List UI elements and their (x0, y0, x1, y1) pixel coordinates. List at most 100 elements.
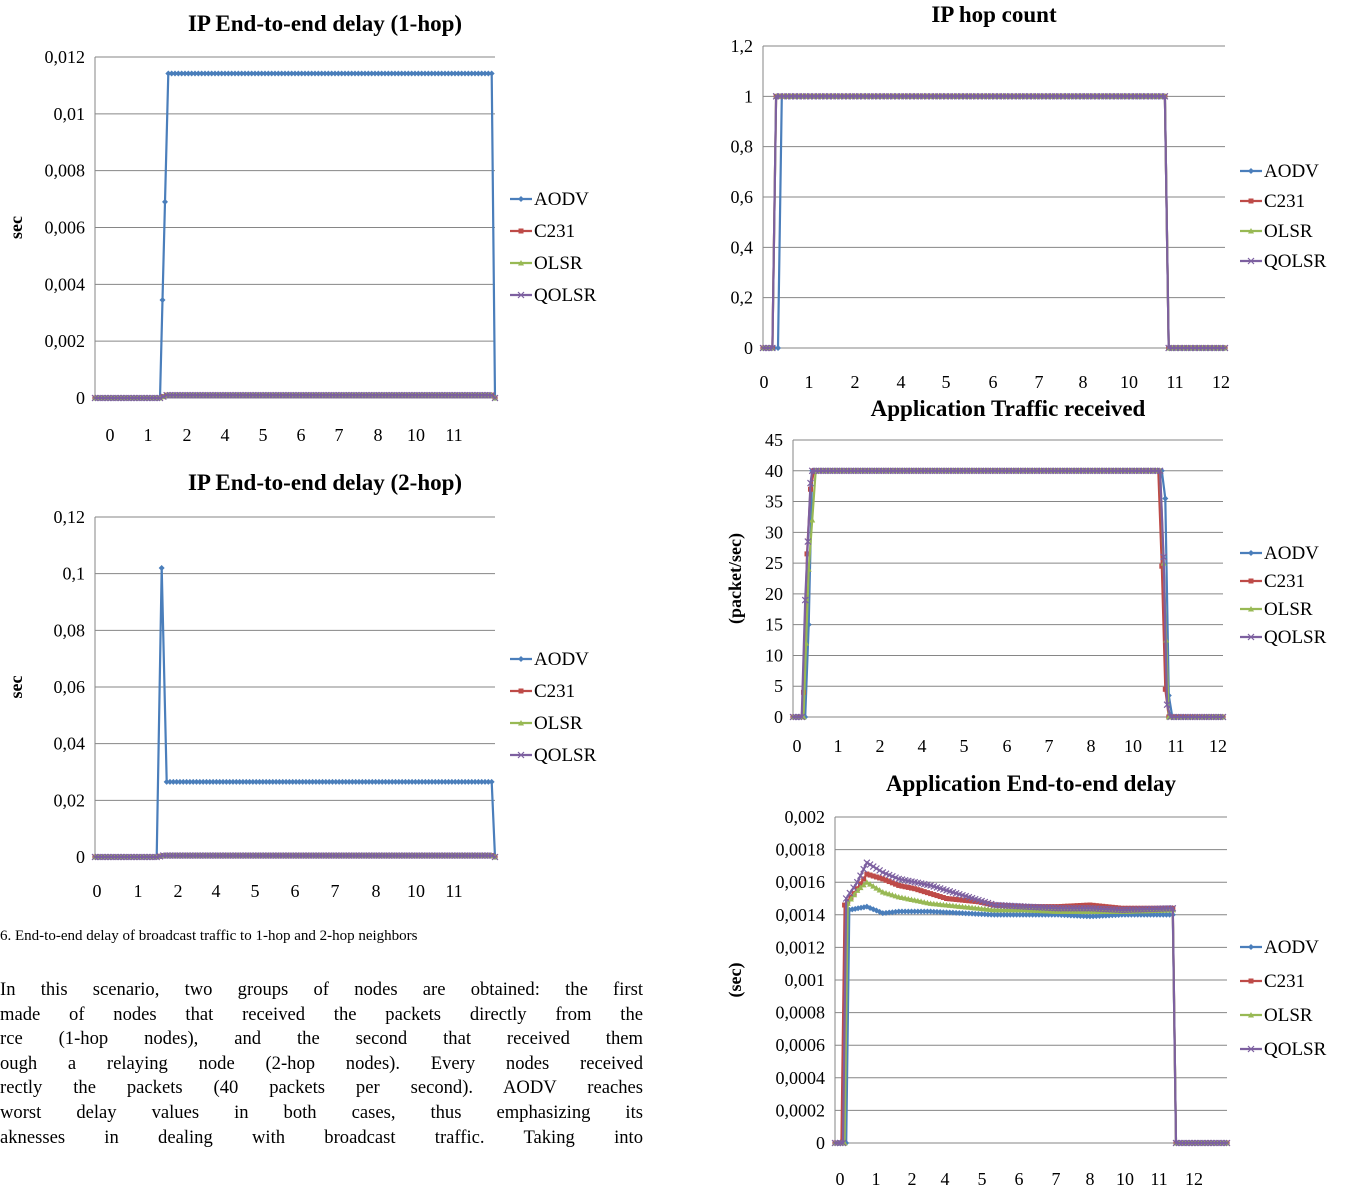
data-point (315, 70, 322, 77)
data-point (208, 70, 215, 77)
data-point (306, 778, 313, 785)
data-point (418, 70, 425, 77)
data-point (309, 778, 316, 785)
data-point (924, 908, 931, 915)
data-point (1049, 904, 1055, 910)
data-point (876, 867, 884, 874)
y-tick-label: 30 (765, 522, 783, 542)
data-point (292, 70, 298, 77)
data-point (1112, 905, 1118, 911)
data-point (1153, 911, 1160, 918)
data-point (415, 70, 422, 77)
data-point (346, 778, 353, 785)
data-point (994, 911, 1001, 918)
data-point (268, 70, 275, 77)
data-point (465, 70, 472, 77)
data-point (339, 778, 346, 785)
data-point (319, 778, 326, 785)
data-point (222, 70, 228, 77)
data-point (896, 882, 902, 888)
data-point (372, 778, 379, 785)
data-point (405, 778, 412, 785)
data-point (385, 70, 392, 77)
y-tick-label: 45 (765, 430, 783, 450)
data-point (242, 70, 248, 77)
x-tick-label: 1 (134, 881, 143, 901)
body-paragraph: In this scenario, two groups of nodes ar… (0, 978, 643, 1150)
legend-label: OLSR (1264, 599, 1313, 620)
chart-2: IP End-to-end delay (2-hop) 0,12 0,1 0,08 0,… (6, 470, 597, 901)
data-point (1248, 978, 1254, 984)
data-point (1000, 911, 1007, 918)
data-point (468, 778, 475, 785)
x-tick-label: 0 (793, 736, 802, 756)
data-point (518, 720, 524, 726)
body-line: ough a relaying node (2-hop nodes). Ever… (0, 1052, 643, 1074)
y-axis-label: (sec) (725, 963, 746, 998)
x-tick-label: 2 (174, 881, 183, 901)
data-point (991, 911, 998, 918)
data-point (472, 778, 479, 785)
data-point (442, 70, 448, 77)
legend-label: OLSR (534, 253, 583, 274)
data-point (1010, 911, 1017, 918)
data-point (162, 198, 168, 205)
y-tick-label: 0,01 (54, 104, 86, 124)
data-point (1156, 467, 1164, 475)
x-tick-label: 10 (1116, 1169, 1134, 1189)
x-tick-label: 11 (1167, 736, 1184, 756)
data-point (877, 875, 883, 881)
data-point (408, 70, 415, 77)
data-point (914, 908, 921, 915)
data-point (1248, 550, 1254, 556)
x-tick-label: 10 (407, 425, 425, 445)
x-tick-label: 0 (760, 372, 769, 392)
data-point (158, 565, 165, 571)
data-point (937, 909, 944, 916)
data-point (1109, 904, 1115, 910)
y-tick-label: 0,12 (54, 507, 86, 527)
data-point (448, 70, 455, 77)
data-point (172, 70, 178, 77)
data-point (518, 656, 524, 662)
data-point (352, 778, 359, 785)
y-tick-label: 0,02 (54, 790, 86, 810)
data-point (949, 909, 956, 916)
x-tick-label: 2 (183, 425, 192, 445)
data-point (232, 70, 238, 77)
x-tick-label: 4 (212, 881, 221, 901)
data-point (382, 70, 388, 77)
data-point (278, 70, 285, 77)
x-tick-label: 0 (106, 425, 115, 445)
data-point (279, 778, 286, 785)
data-point (1020, 911, 1027, 918)
data-point (462, 778, 469, 785)
data-point (804, 538, 812, 545)
data-point (918, 908, 925, 915)
data-point (1013, 911, 1020, 918)
data-point (1219, 713, 1227, 721)
legend-label: C231 (1264, 571, 1305, 592)
data-point (412, 778, 419, 785)
x-tick-label: 5 (259, 425, 268, 445)
legend-label: C231 (1264, 971, 1305, 992)
legend-label: C231 (534, 221, 575, 242)
data-point (873, 874, 879, 880)
x-tick-label: 1 (805, 372, 814, 392)
data-point (921, 889, 927, 895)
data-point (867, 872, 873, 878)
data-point (889, 880, 895, 886)
x-tick-label: 10 (1124, 736, 1142, 756)
data-point (1055, 904, 1061, 910)
data-point (238, 70, 245, 77)
data-point (392, 778, 399, 785)
data-point (248, 70, 255, 77)
data-point (857, 881, 863, 887)
x-tick-label: 11 (445, 425, 462, 445)
x-tick-label: 0 (93, 881, 102, 901)
data-point (1086, 913, 1093, 920)
data-point (1122, 905, 1128, 911)
y-tick-label: 40 (765, 461, 783, 481)
data-point (322, 70, 328, 77)
